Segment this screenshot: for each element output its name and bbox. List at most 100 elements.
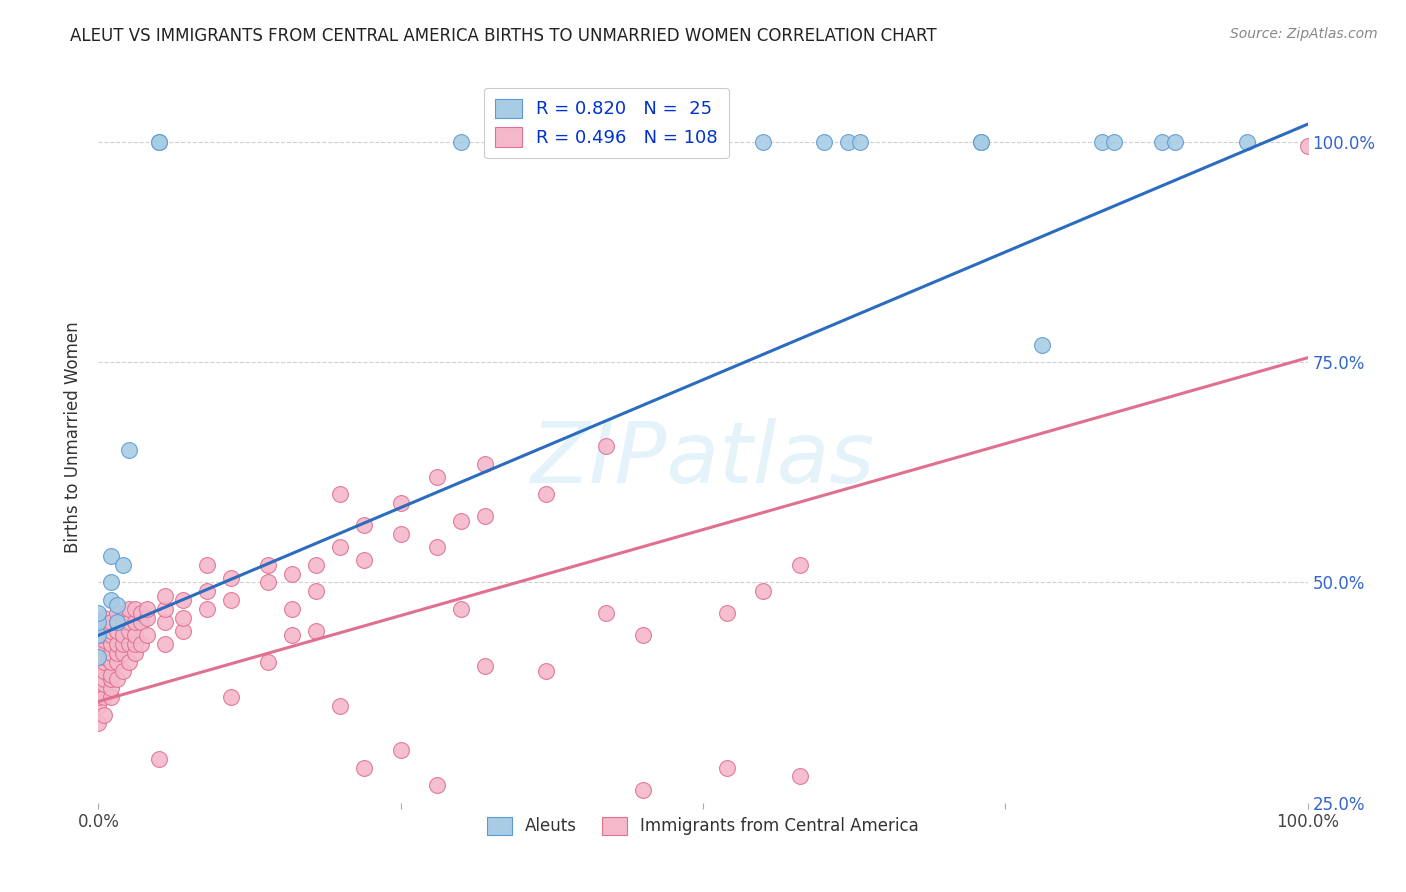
Point (111, 615, 134, 629)
Point (105, 615, 128, 629)
Point (124, 637, 146, 651)
Point (221, 593, 243, 607)
Point (100, 668, 122, 682)
Point (93, 619, 115, 633)
Point (195, 558, 218, 572)
Point (87, 650, 110, 665)
Point (87, 646, 110, 660)
Point (105, 673, 128, 687)
Point (450, 514, 472, 528)
Point (118, 637, 141, 651)
Point (135, 628, 157, 642)
Point (221, 690, 243, 704)
Point (256, 575, 278, 590)
Point (256, 655, 278, 669)
Point (87, 628, 110, 642)
Point (87, 628, 110, 642)
Point (148, 752, 170, 766)
Point (389, 743, 412, 757)
Point (124, 615, 146, 629)
Point (1236, 135, 1258, 149)
Point (105, 598, 128, 612)
Point (93, 690, 115, 704)
Text: ZIPatlas: ZIPatlas (531, 417, 875, 500)
Point (153, 589, 176, 603)
Point (305, 584, 328, 599)
Point (474, 509, 496, 524)
Point (87, 681, 110, 696)
Point (100, 646, 122, 660)
Y-axis label: Births to Unmarried Women: Births to Unmarried Women (65, 321, 83, 553)
Point (87, 624, 110, 638)
Point (105, 637, 128, 651)
Point (172, 624, 194, 638)
Point (87, 664, 110, 678)
Point (87, 637, 110, 651)
Point (631, 628, 654, 642)
Text: Source: ZipAtlas.com: Source: ZipAtlas.com (1230, 27, 1378, 41)
Point (353, 518, 375, 533)
Point (389, 822, 412, 837)
Point (426, 540, 449, 554)
Point (111, 628, 134, 642)
Point (153, 615, 176, 629)
Point (129, 637, 152, 651)
Text: ALEUT VS IMMIGRANTS FROM CENTRAL AMERICA BIRTHS TO UNMARRIED WOMEN CORRELATION C: ALEUT VS IMMIGRANTS FROM CENTRAL AMERICA… (70, 27, 936, 45)
Point (849, 135, 872, 149)
Point (256, 558, 278, 572)
Point (100, 637, 122, 651)
Point (595, 439, 617, 453)
Point (837, 135, 859, 149)
Point (87, 664, 110, 678)
Point (100, 615, 122, 629)
Point (450, 135, 472, 149)
Point (450, 602, 472, 616)
Point (118, 624, 141, 638)
Point (124, 646, 146, 660)
Point (195, 602, 218, 616)
Point (329, 487, 352, 501)
Point (93, 650, 115, 665)
Point (789, 769, 811, 783)
Point (281, 602, 304, 616)
Point (100, 549, 122, 563)
Point (111, 558, 134, 572)
Point (1152, 135, 1174, 149)
Point (100, 593, 122, 607)
Point (118, 443, 141, 458)
Point (305, 624, 328, 638)
Point (195, 584, 218, 599)
Point (353, 553, 375, 567)
Point (100, 624, 122, 638)
Point (93, 707, 115, 722)
Point (534, 853, 557, 867)
Point (93, 624, 115, 638)
Point (534, 664, 557, 678)
Point (118, 602, 141, 616)
Point (595, 607, 617, 621)
Point (87, 668, 110, 682)
Point (813, 135, 835, 149)
Point (389, 496, 412, 510)
Point (100, 673, 122, 687)
Point (87, 690, 110, 704)
Point (87, 615, 110, 629)
Point (631, 782, 654, 797)
Point (1091, 135, 1114, 149)
Point (426, 778, 449, 792)
Point (118, 655, 141, 669)
Point (221, 571, 243, 585)
Point (93, 677, 115, 691)
Point (100, 575, 122, 590)
Point (93, 611, 115, 625)
Point (135, 611, 157, 625)
Point (124, 602, 146, 616)
Point (93, 632, 115, 647)
Point (129, 607, 152, 621)
Point (426, 469, 449, 483)
Point (353, 760, 375, 774)
Point (124, 822, 146, 837)
Point (153, 637, 176, 651)
Point (153, 602, 176, 616)
Point (970, 135, 993, 149)
